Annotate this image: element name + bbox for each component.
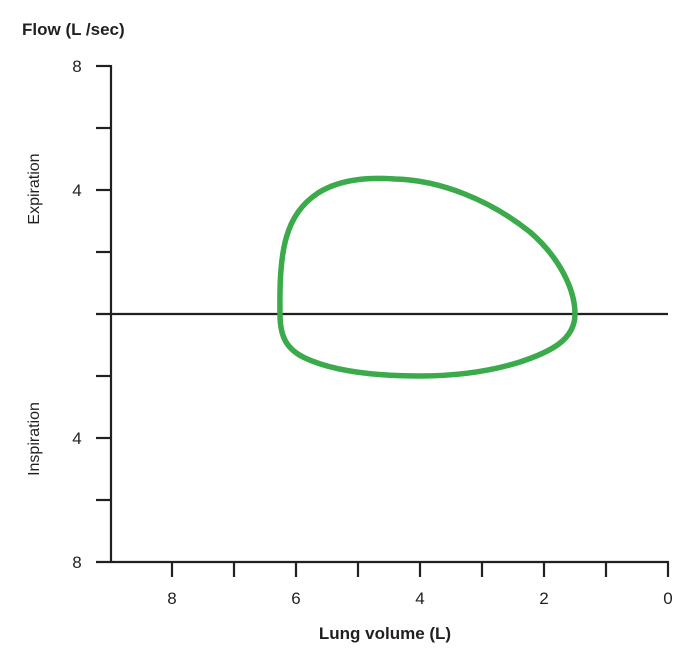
x-tick-label-6: 6: [291, 589, 301, 608]
flow-volume-loop: [277, 175, 578, 379]
x-tick-label-4: 4: [415, 589, 425, 608]
x-tick-label-2: 2: [539, 589, 549, 608]
x-tick-label-0: 0: [663, 589, 673, 608]
y-axis-title: Flow (L /sec): [22, 20, 125, 39]
y-tick-label-8-expiration: 8: [72, 57, 82, 76]
x-axis-title: Lung volume (L): [318, 624, 452, 643]
y-tick-label-4-expiration: 4: [72, 181, 82, 200]
x-tick-label-8: 8: [167, 589, 177, 608]
y-tick-label-8-inspiration: 8: [72, 553, 82, 572]
y-tick-label-4-inspiration: 4: [72, 429, 82, 448]
axes: [96, 64, 670, 577]
